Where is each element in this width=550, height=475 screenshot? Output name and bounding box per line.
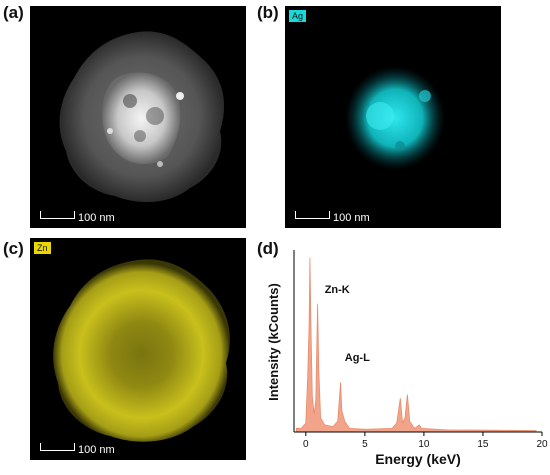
x-axis-title: Energy (keV)	[375, 451, 461, 467]
peak-annotation: Zn-K	[325, 284, 350, 296]
scale-bar	[40, 211, 75, 219]
panel-d-label: (d)	[257, 239, 279, 258]
x-tick-label: 0	[303, 439, 309, 450]
x-tick-label: 5	[362, 439, 368, 450]
scale-bar	[295, 211, 330, 219]
spectrum-area	[295, 257, 537, 433]
haadf-image	[59, 31, 225, 203]
zn-element-badge: Zn	[34, 242, 51, 254]
zn-map-image	[53, 259, 230, 442]
y-axis-title: Intensity (kCounts)	[266, 283, 281, 401]
ag-map-image	[345, 66, 445, 170]
panel-c-label: (c)	[3, 239, 24, 258]
ag-element-badge: Ag	[289, 10, 307, 22]
scale-bar-label: 100 nm	[78, 444, 115, 456]
eds-spectrum-svg: 0 5 10 15 20 Zn-K Ag-L Energy (keV) Intensity…	[266, 250, 548, 467]
ag-map-panel: Ag 100 nm	[285, 6, 501, 228]
eds-spectrum-chart: 0 5 10 15 20 Zn-K Ag-L Energy (keV) Intensity…	[262, 242, 548, 470]
zn-map-panel: Zn 100 nm	[30, 238, 246, 460]
scale-bar-label: 100 nm	[78, 212, 115, 224]
panel-b-label: (b)	[257, 3, 279, 22]
panel-a-label: (a)	[3, 3, 24, 22]
x-tick-label: 10	[418, 439, 430, 450]
haadf-image-panel: 100 nm	[30, 6, 246, 228]
peak-annotation: Ag-L	[345, 352, 370, 364]
x-tick-label: 15	[477, 439, 489, 450]
scale-bar-label: 100 nm	[333, 212, 370, 224]
x-tick-label: 20	[536, 439, 548, 450]
scale-bar	[40, 443, 75, 451]
